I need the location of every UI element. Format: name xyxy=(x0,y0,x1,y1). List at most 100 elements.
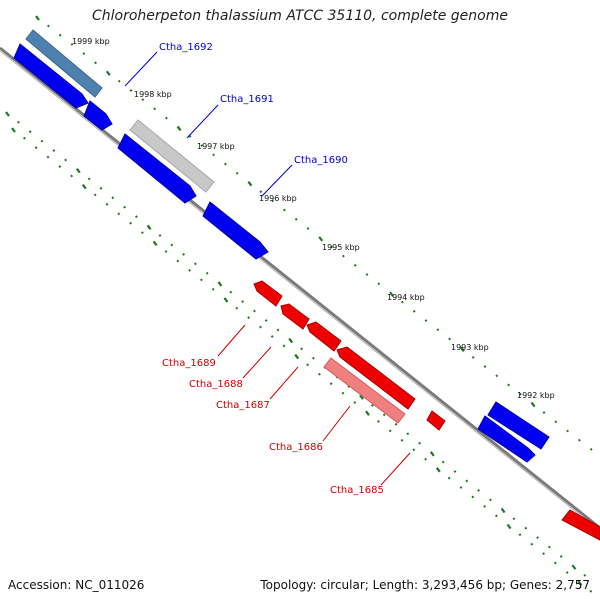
gene-ctha-1685[interactable] xyxy=(426,410,446,431)
scale-tick-mark xyxy=(418,441,422,445)
gene-label-ctha-1692[interactable]: Ctha_1692 xyxy=(159,42,213,53)
scale-tick-mark xyxy=(223,297,229,303)
leader-ctha-1686 xyxy=(322,405,351,442)
genome-summary-text: Topology: circular; Length: 3,293,456 bp… xyxy=(260,578,590,592)
scale-tick-mark xyxy=(406,432,410,436)
scale-tick-mark xyxy=(5,111,10,117)
scale-tick-mark xyxy=(152,240,158,246)
gene-label-ctha-1685[interactable]: Ctha_1685 xyxy=(330,485,384,496)
gene-label-ctha-1688[interactable]: Ctha_1688 xyxy=(189,379,243,390)
scale-tick-mark xyxy=(40,139,44,143)
gene-ctha-1692-highlight[interactable] xyxy=(25,29,103,98)
gene-label-ctha-1689[interactable]: Ctha_1689 xyxy=(162,358,216,369)
scale-tick-mark xyxy=(589,447,593,451)
tick-label-1994: 1994 kbp xyxy=(387,293,425,302)
gene-ctha-1691[interactable] xyxy=(117,133,197,204)
scale-tick-mark xyxy=(258,325,262,329)
scale-tick-mark xyxy=(435,467,441,473)
gene-ctha-1690[interactable] xyxy=(202,201,269,260)
scale-tick-mark xyxy=(389,291,394,297)
scale-tick-mark xyxy=(471,495,475,499)
scale-tick-mark xyxy=(117,212,121,216)
scale-tick-mark xyxy=(34,146,38,150)
scale-tick-mark xyxy=(11,127,16,133)
scale-tick-mark xyxy=(264,319,268,322)
scale-tick-mark xyxy=(46,155,50,159)
leader-ctha-1690 xyxy=(261,164,293,197)
scale-tick-mark xyxy=(554,420,558,424)
scale-tick-mark xyxy=(93,193,97,197)
scale-tick-mark xyxy=(253,309,256,313)
gene-1992-lower[interactable] xyxy=(477,415,536,463)
scale-tick-mark xyxy=(459,346,465,353)
scale-tick-mark xyxy=(176,125,182,132)
gene-ctha-1688[interactable] xyxy=(280,303,310,330)
scale-tick-mark xyxy=(294,217,298,221)
scale-tick-mark xyxy=(453,470,457,473)
scale-tick-mark xyxy=(129,89,133,92)
scale-tick-mark xyxy=(388,429,392,433)
gene-ctha-1686-highlight[interactable] xyxy=(323,357,406,424)
scale-tick-mark xyxy=(341,391,345,395)
scale-tick-mark xyxy=(224,162,227,166)
scale-tick-mark xyxy=(341,254,345,258)
scale-tick-mark xyxy=(129,221,132,225)
scale-tick-mark xyxy=(270,335,274,338)
scale-tick-mark xyxy=(365,273,369,276)
scale-tick-mark xyxy=(512,517,516,521)
scale-tick-mark xyxy=(235,306,239,310)
scale-tick-mark xyxy=(429,451,435,457)
scale-tick-mark xyxy=(81,183,87,190)
scale-tick-mark xyxy=(58,165,62,168)
scale-tick-mark xyxy=(577,580,583,586)
scale-tick-mark xyxy=(146,224,152,230)
gene-ctha-1689[interactable] xyxy=(253,280,283,307)
scale-tick-mark xyxy=(294,353,300,360)
map-title: Chloroherpeton thalassium ATCC 35110, co… xyxy=(92,8,508,24)
scale-tick-mark xyxy=(318,236,324,242)
leader-ctha-1688 xyxy=(242,346,272,379)
gene-ctha-1692[interactable] xyxy=(13,43,89,109)
gene-ctha-1691-highlight[interactable] xyxy=(129,119,215,193)
scale-tick-mark xyxy=(571,564,577,570)
gene-label-ctha-1687[interactable]: Ctha_1687 xyxy=(216,400,270,411)
tick-label-1995: 1995 kbp xyxy=(322,243,360,252)
scale-tick-mark xyxy=(235,171,239,175)
scale-tick-mark xyxy=(52,149,56,152)
scale-tick-mark xyxy=(477,489,481,492)
scale-tick-mark xyxy=(300,347,304,351)
scale-tick-mark xyxy=(483,505,487,508)
scale-tick-mark xyxy=(94,61,97,65)
scale-tick-mark xyxy=(282,208,286,212)
scale-tick-mark xyxy=(500,507,506,514)
leader-ctha-1689 xyxy=(217,324,246,357)
gene-arrow-small[interactable] xyxy=(83,100,113,131)
scale-tick-mark xyxy=(58,33,62,37)
scale-tick-mark xyxy=(412,309,416,313)
gene-label-ctha-1686[interactable]: Ctha_1686 xyxy=(269,442,323,453)
scale-tick-mark xyxy=(518,392,522,396)
gene-ctha-1686[interactable] xyxy=(336,346,416,410)
scale-tick-mark xyxy=(75,167,81,174)
scale-tick-mark xyxy=(158,234,162,237)
gene-right-edge[interactable] xyxy=(561,509,600,541)
scale-tick-mark xyxy=(465,479,469,483)
scale-tick-mark xyxy=(506,523,512,530)
gene-1992-upper[interactable] xyxy=(487,401,550,450)
scale-tick-mark xyxy=(382,413,386,417)
scale-tick-mark xyxy=(200,278,203,282)
leader-ctha-1692 xyxy=(124,51,158,87)
scale-tick-mark xyxy=(436,328,440,332)
gene-label-ctha-1691[interactable]: Ctha_1691 xyxy=(220,94,274,105)
scale-tick-mark xyxy=(211,287,215,291)
tick-label-1993: 1993 kbp xyxy=(451,343,489,352)
scale-tick-mark xyxy=(306,363,310,367)
scale-tick-mark xyxy=(105,202,109,206)
tick-label-1992: 1992 kbp xyxy=(517,391,555,400)
gene-ctha-1687[interactable] xyxy=(306,321,342,352)
scale-tick-mark xyxy=(35,15,40,21)
gene-label-ctha-1690[interactable]: Ctha_1690 xyxy=(294,155,348,166)
scale-tick-mark xyxy=(247,316,250,319)
scale-tick-mark xyxy=(141,231,144,235)
